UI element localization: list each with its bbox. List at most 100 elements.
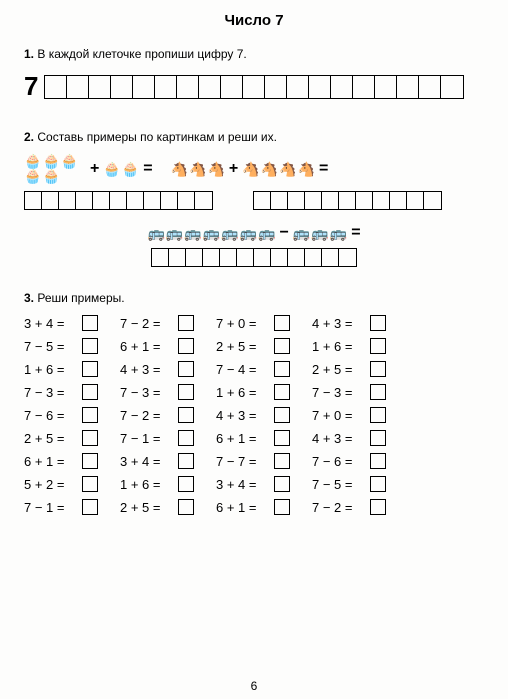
cell[interactable] — [288, 192, 305, 209]
bus-icon: 🚌 — [166, 226, 183, 240]
cell[interactable] — [375, 76, 397, 98]
answer-box[interactable] — [370, 430, 386, 446]
answer-box[interactable] — [178, 338, 194, 354]
cell[interactable] — [89, 76, 111, 98]
cell[interactable] — [271, 249, 288, 266]
answer-box[interactable] — [82, 361, 98, 377]
answer-box[interactable] — [370, 453, 386, 469]
cell[interactable] — [178, 192, 195, 209]
cell[interactable] — [397, 76, 419, 98]
answer-box[interactable] — [370, 384, 386, 400]
writing-grid[interactable] — [44, 75, 464, 99]
cell[interactable] — [287, 76, 309, 98]
answer-box[interactable] — [178, 499, 194, 515]
cell[interactable] — [93, 192, 110, 209]
answer-box[interactable] — [370, 499, 386, 515]
cell[interactable] — [305, 249, 322, 266]
answer-box[interactable] — [274, 453, 290, 469]
cell[interactable] — [221, 76, 243, 98]
cell[interactable] — [424, 192, 441, 209]
answer-box[interactable] — [178, 430, 194, 446]
answer-box[interactable] — [178, 384, 194, 400]
cupcake-icon: 🧁 — [61, 154, 78, 168]
answer-grid-1[interactable] — [24, 191, 213, 210]
answer-box[interactable] — [178, 407, 194, 423]
cell[interactable] — [59, 192, 76, 209]
cupcake-icon: 🧁 — [103, 162, 120, 176]
cell[interactable] — [339, 192, 356, 209]
cell[interactable] — [419, 76, 441, 98]
cell[interactable] — [67, 76, 89, 98]
cell[interactable] — [339, 249, 356, 266]
cell[interactable] — [169, 249, 186, 266]
cell[interactable] — [373, 192, 390, 209]
cell[interactable] — [356, 192, 373, 209]
cell[interactable] — [441, 76, 463, 98]
answer-box[interactable] — [82, 453, 98, 469]
answer-box[interactable] — [274, 315, 290, 331]
cell[interactable] — [45, 76, 67, 98]
answer-grid-3[interactable] — [151, 248, 357, 267]
cupcake-icon: 🧁 — [24, 169, 41, 183]
cell[interactable] — [199, 76, 221, 98]
answer-box[interactable] — [82, 338, 98, 354]
cell[interactable] — [390, 192, 407, 209]
answer-box[interactable] — [370, 407, 386, 423]
math-problem: 4 + 3 = — [120, 361, 194, 377]
cell[interactable] — [322, 249, 339, 266]
cell[interactable] — [254, 249, 271, 266]
answer-box[interactable] — [82, 430, 98, 446]
cell[interactable] — [309, 76, 331, 98]
cell[interactable] — [42, 192, 59, 209]
cell[interactable] — [288, 249, 305, 266]
answer-box[interactable] — [178, 453, 194, 469]
cell[interactable] — [305, 192, 322, 209]
cell[interactable] — [322, 192, 339, 209]
cell[interactable] — [254, 192, 271, 209]
cell[interactable] — [144, 192, 161, 209]
answer-box[interactable] — [370, 315, 386, 331]
answer-box[interactable] — [274, 338, 290, 354]
answer-box[interactable] — [274, 476, 290, 492]
cell[interactable] — [186, 249, 203, 266]
answer-box[interactable] — [82, 384, 98, 400]
cell[interactable] — [110, 192, 127, 209]
answer-box[interactable] — [370, 338, 386, 354]
cell[interactable] — [195, 192, 212, 209]
cell[interactable] — [237, 249, 254, 266]
cell[interactable] — [243, 76, 265, 98]
answer-box[interactable] — [370, 476, 386, 492]
task2-num: 2. — [24, 130, 34, 144]
answer-box[interactable] — [274, 407, 290, 423]
answer-box[interactable] — [82, 499, 98, 515]
cell[interactable] — [407, 192, 424, 209]
answer-grid-2[interactable] — [253, 191, 442, 210]
answer-box[interactable] — [82, 476, 98, 492]
cell[interactable] — [152, 249, 169, 266]
cell[interactable] — [265, 76, 287, 98]
cell[interactable] — [353, 76, 375, 98]
answer-box[interactable] — [178, 361, 194, 377]
answer-box[interactable] — [274, 499, 290, 515]
cell[interactable] — [203, 249, 220, 266]
cell[interactable] — [331, 76, 353, 98]
cell[interactable] — [177, 76, 199, 98]
cell[interactable] — [25, 192, 42, 209]
answer-box[interactable] — [82, 407, 98, 423]
answer-box[interactable] — [370, 361, 386, 377]
cell[interactable] — [127, 192, 144, 209]
cell[interactable] — [271, 192, 288, 209]
cell[interactable] — [133, 76, 155, 98]
cell[interactable] — [220, 249, 237, 266]
answer-box[interactable] — [274, 361, 290, 377]
cell[interactable] — [155, 76, 177, 98]
cell[interactable] — [161, 192, 178, 209]
cell[interactable] — [76, 192, 93, 209]
answer-box[interactable] — [178, 476, 194, 492]
horse-icon: 🐴 — [207, 162, 224, 176]
answer-box[interactable] — [274, 384, 290, 400]
answer-box[interactable] — [82, 315, 98, 331]
answer-box[interactable] — [274, 430, 290, 446]
answer-box[interactable] — [178, 315, 194, 331]
cell[interactable] — [111, 76, 133, 98]
